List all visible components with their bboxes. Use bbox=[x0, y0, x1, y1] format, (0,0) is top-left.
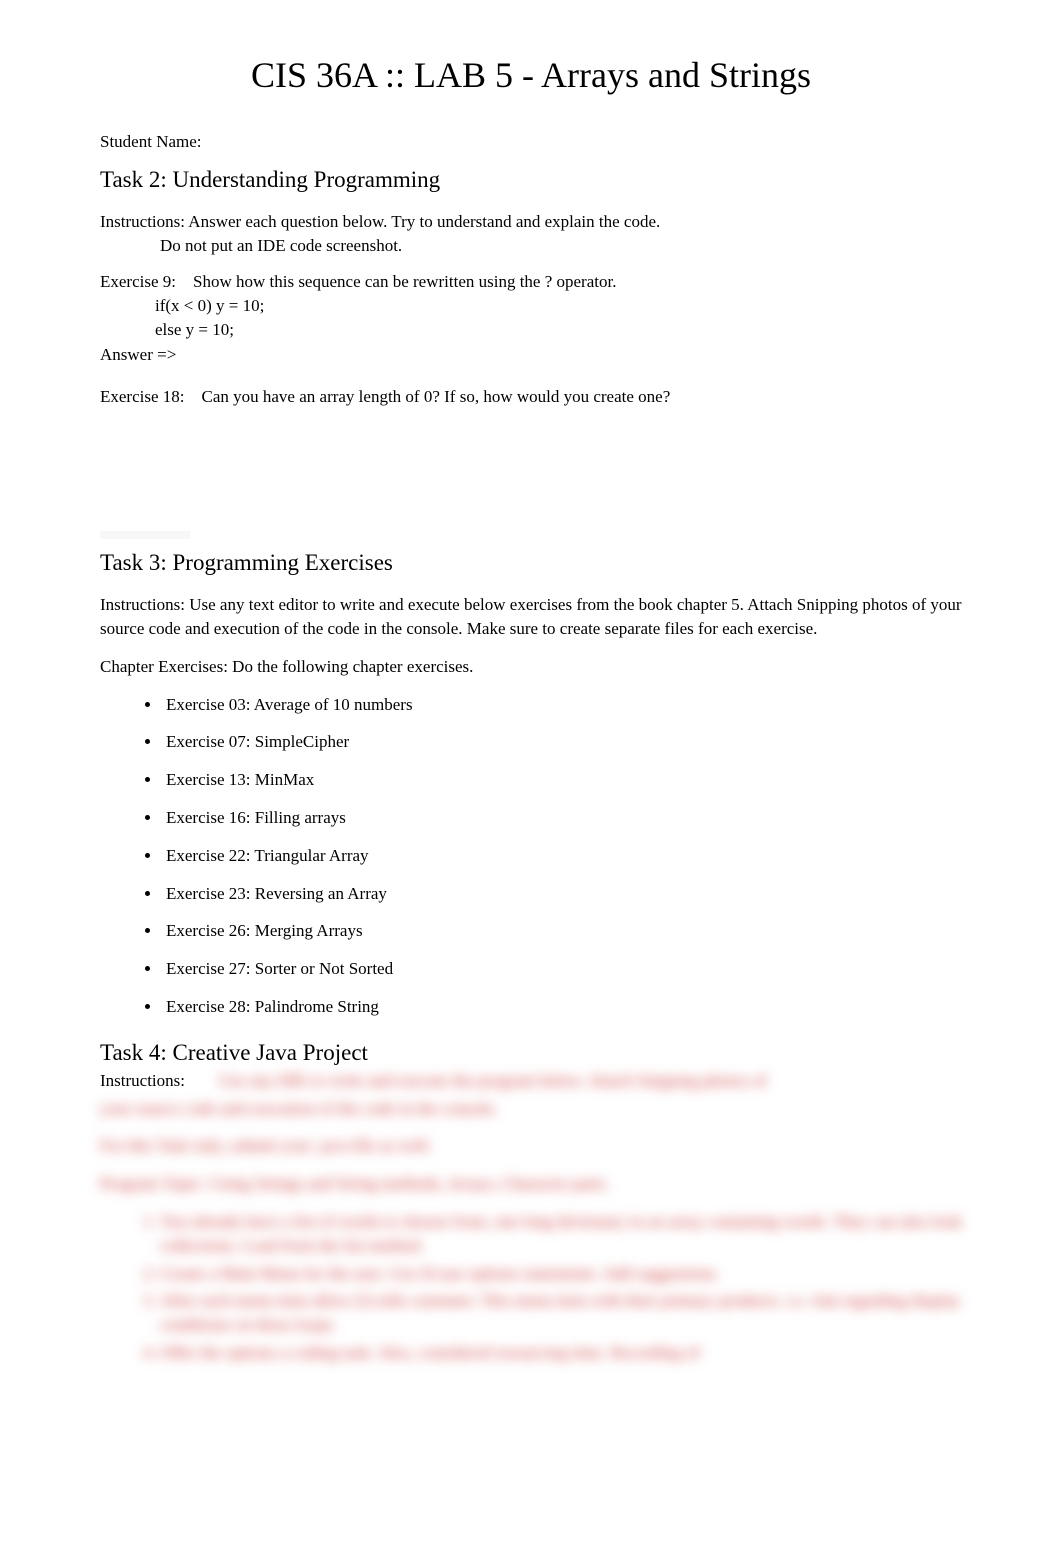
exercise-9: Exercise 9: Show how this sequence can b… bbox=[100, 270, 962, 341]
exercise-9-prompt: Show how this sequence can be rewritten … bbox=[193, 272, 616, 291]
task4-blurred-content: your source code and execution of the co… bbox=[100, 1097, 962, 1365]
task3-heading: Task 3: Programming Exercises bbox=[100, 547, 962, 579]
student-name-label: Student Name: bbox=[100, 130, 962, 154]
exercise-18-prompt: Can you have an array length of 0? If so… bbox=[202, 387, 671, 406]
list-item: Create a Main Menu for the user. Use if/… bbox=[160, 1262, 962, 1286]
list-item: Exercise 22: Triangular Array bbox=[162, 844, 962, 868]
task2-heading: Task 2: Understanding Programming bbox=[100, 164, 962, 196]
list-item: Exercise 13: MinMax bbox=[162, 768, 962, 792]
task4-heading: Task 4: Creative Java Project bbox=[100, 1037, 962, 1069]
task2-instructions-text: Instructions: Answer each question below… bbox=[100, 212, 660, 231]
blurred-ordered-list: You already have a list of words to choo… bbox=[100, 1210, 962, 1365]
list-item: Exercise 27: Sorter or Not Sorted bbox=[162, 957, 962, 981]
task4-blurred-line1: Use any IDE to write and execute the pro… bbox=[219, 1071, 767, 1090]
list-item: Exercise 03: Average of 10 numbers bbox=[162, 693, 962, 717]
task4-instructions-row: Instructions: Use any IDE to write and e… bbox=[100, 1069, 962, 1093]
task3-chapter-label: Chapter Exercises: Do the following chap… bbox=[100, 655, 962, 679]
list-item: After each menu item allow (5) tells cus… bbox=[160, 1289, 962, 1337]
list-item: Exercise 16: Filling arrays bbox=[162, 806, 962, 830]
exercise-9-code-line1: if(x < 0) y = 10; bbox=[100, 294, 962, 318]
list-item: You already have a list of words to choo… bbox=[160, 1210, 962, 1258]
task3-exercise-list: Exercise 03: Average of 10 numbers Exerc… bbox=[100, 693, 962, 1019]
blurred-line2: your source code and execution of the co… bbox=[100, 1097, 962, 1121]
list-item: Exercise 26: Merging Arrays bbox=[162, 919, 962, 943]
list-item: Offer the options a coding task. Also, c… bbox=[160, 1341, 962, 1365]
answer-label: Answer => bbox=[100, 343, 962, 367]
blurred-line4: Program Topic: Using Strings and String … bbox=[100, 1172, 962, 1196]
exercise-9-code-line2: else y = 10; bbox=[100, 318, 962, 342]
blurred-line3: For this Task only, submit your .java fi… bbox=[100, 1134, 962, 1158]
list-item: Exercise 07: SimpleCipher bbox=[162, 730, 962, 754]
task2-warning: Do not put an IDE code screenshot. bbox=[160, 234, 402, 258]
exercise-18-label: Exercise 18: bbox=[100, 387, 185, 406]
section-divider bbox=[100, 531, 190, 539]
task2-instructions: Instructions: Answer each question below… bbox=[100, 210, 962, 258]
list-item: Exercise 23: Reversing an Array bbox=[162, 882, 962, 906]
page-title: CIS 36A :: LAB 5 - Arrays and Strings bbox=[100, 50, 962, 100]
task4-instructions-label: Instructions: bbox=[100, 1071, 185, 1090]
list-item: Exercise 28: Palindrome String bbox=[162, 995, 962, 1019]
exercise-18: Exercise 18: Can you have an array lengt… bbox=[100, 385, 962, 409]
exercise-9-label: Exercise 9: bbox=[100, 272, 176, 291]
task3-instructions: Instructions: Use any text editor to wri… bbox=[100, 593, 962, 641]
